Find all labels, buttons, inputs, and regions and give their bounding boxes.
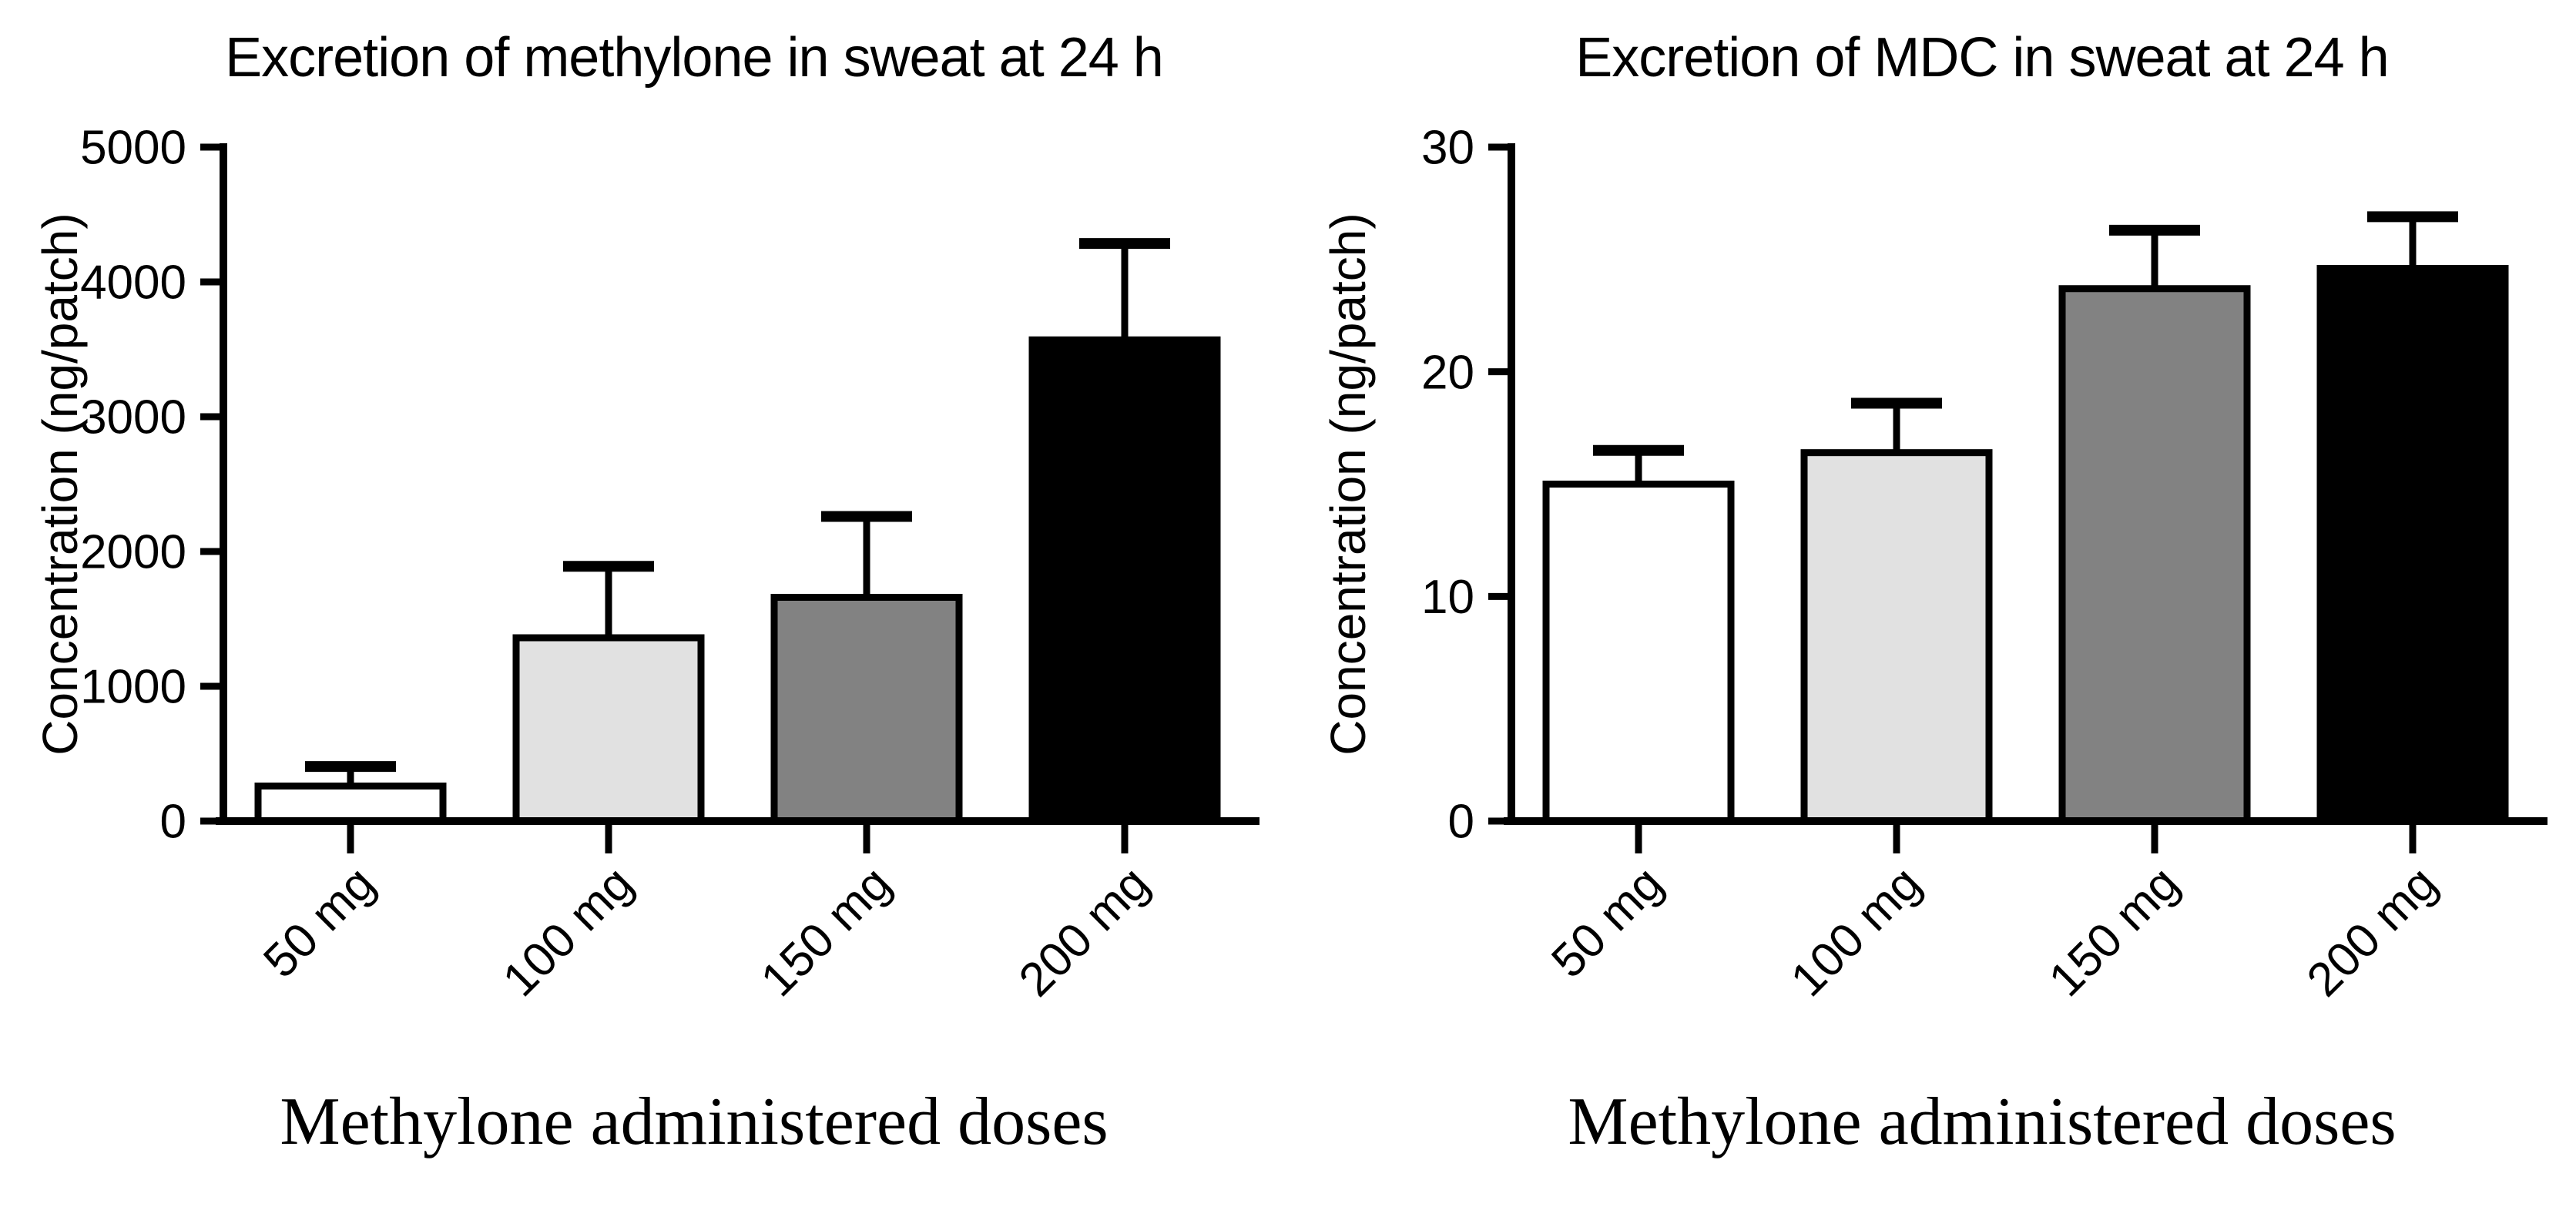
bar-50-mg <box>254 783 447 825</box>
y-tick-label: 2000 <box>80 526 186 579</box>
y-tick-label: 4000 <box>80 256 186 310</box>
bar-200-mg <box>1028 336 1221 825</box>
x-tick-label: 50 mg <box>1541 857 1673 988</box>
x-tick-label: 150 mg <box>2039 857 2189 1007</box>
y-tick-label: 20 <box>1421 346 1474 399</box>
y-tick-label: 1000 <box>80 661 186 714</box>
x-tick-label: 200 mg <box>1009 857 1159 1007</box>
chart-title: Excretion of methylone in sweat at 24 h <box>225 27 1164 89</box>
y-tick-label: 5000 <box>80 122 186 175</box>
x-tick-label: 200 mg <box>2297 857 2447 1007</box>
bar-100-mg <box>1800 449 1993 825</box>
chart-panel-methylone: Excretion of methylone in sweat at 24 h … <box>32 27 1259 1159</box>
y-tick-label: 10 <box>1421 571 1474 624</box>
bar-200-mg <box>2316 265 2509 825</box>
y-tick-label: 0 <box>160 796 186 849</box>
x-axis-title: Methylone administered doses <box>280 1085 1109 1159</box>
x-tick-label: 150 mg <box>751 857 901 1007</box>
x-tick-label: 100 mg <box>1781 857 1931 1007</box>
bar-150-mg <box>770 594 963 825</box>
y-axis-title: Concentration (ng/patch) <box>1320 213 1376 755</box>
bar-50-mg <box>1542 481 1735 825</box>
bar-chart-methylone: 0 1000 2000 3000 4000 5000 50 mg 100 mg 150 mg 20… <box>32 122 1259 1007</box>
y-tick-label: 0 <box>1448 796 1474 849</box>
bar-150-mg <box>2058 285 2251 825</box>
x-axis-title: Methylone administered doses <box>1568 1085 2397 1159</box>
chart-title: Excretion of MDC in sweat at 24 h <box>1575 27 2389 89</box>
x-tick-label: 50 mg <box>253 857 385 988</box>
y-tick-label: 3000 <box>80 391 186 444</box>
x-tick-label: 100 mg <box>493 857 643 1007</box>
y-axis-title: Concentration (ng/patch) <box>32 213 88 755</box>
bar-chart-mdc: 0 10 20 30 50 mg 100 mg 150 mg 200 mg Concentrat… <box>1320 122 2547 1007</box>
y-tick-label: 30 <box>1421 122 1474 175</box>
chart-panel-mdc: Excretion of MDC in sweat at 24 h 0 10 20 3… <box>1288 0 2576 1227</box>
bar-100-mg <box>512 634 705 825</box>
